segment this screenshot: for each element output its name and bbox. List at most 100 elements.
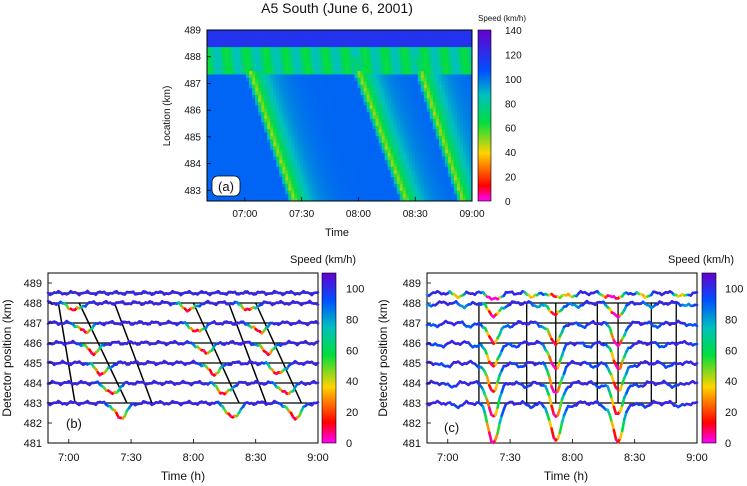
heatmap-cell bbox=[402, 84, 407, 89]
heatmap-cell bbox=[252, 112, 256, 116]
heatmap-cell bbox=[414, 71, 419, 75]
heatmap-cell bbox=[414, 98, 419, 103]
heatmap-cell bbox=[453, 47, 458, 51]
heatmap-cell bbox=[255, 136, 259, 140]
heatmap-cell bbox=[402, 71, 407, 75]
heatmap-cell bbox=[369, 71, 374, 75]
heatmap-cell bbox=[417, 94, 422, 99]
heatmap-cell bbox=[426, 187, 431, 192]
heatmap-cell bbox=[279, 112, 283, 116]
heatmap-cell bbox=[210, 108, 214, 113]
heatmap-cell bbox=[441, 170, 446, 175]
heatmap-cell bbox=[363, 57, 367, 62]
heatmap-cell bbox=[366, 98, 371, 103]
heatmap-cell bbox=[342, 77, 346, 82]
heatmap-cell bbox=[444, 74, 449, 79]
heatmap-cell bbox=[381, 60, 386, 65]
heatmap-cell bbox=[354, 197, 358, 202]
heatmap-cell bbox=[447, 60, 452, 65]
heatmap-cell bbox=[300, 139, 304, 144]
heatmap-cell bbox=[342, 177, 346, 181]
heatmap-cell bbox=[345, 47, 349, 51]
heatmap-cell bbox=[453, 53, 458, 58]
heatmap-cell bbox=[384, 136, 389, 140]
heatmap-cell bbox=[243, 30, 247, 34]
heatmap-cell bbox=[330, 163, 334, 168]
heatmap-cell bbox=[333, 94, 337, 99]
heatmap-cell bbox=[390, 129, 395, 133]
heatmap-cell bbox=[264, 33, 268, 38]
heatmap-cell bbox=[351, 146, 355, 151]
heatmap-cell bbox=[303, 43, 307, 48]
heatmap-cell bbox=[321, 81, 325, 86]
heatmap-cell bbox=[378, 57, 383, 62]
heatmap-cell bbox=[300, 142, 304, 147]
heatmap-cell bbox=[294, 30, 298, 34]
heatmap-cell bbox=[321, 125, 325, 130]
heatmap-cell bbox=[234, 118, 238, 123]
heatmap-cell bbox=[462, 115, 467, 120]
heatmap-cell bbox=[339, 88, 343, 92]
heatmap-cell bbox=[336, 33, 340, 38]
heatmap-cell bbox=[417, 84, 422, 89]
heatmap-cell bbox=[324, 94, 328, 99]
heatmap-cell bbox=[390, 53, 395, 58]
heatmap-cell bbox=[429, 98, 434, 103]
heatmap-cell bbox=[270, 122, 274, 127]
heatmap-cell bbox=[411, 40, 416, 45]
heatmap-cell bbox=[339, 177, 343, 181]
heatmap-cell bbox=[447, 94, 452, 99]
heatmap-cell bbox=[285, 77, 289, 82]
heatmap-cell bbox=[288, 118, 292, 123]
heatmap-cell bbox=[270, 112, 274, 116]
heatmap-cell bbox=[459, 149, 464, 154]
heatmap-cell bbox=[348, 53, 352, 58]
heatmap-cell bbox=[300, 197, 304, 202]
heatmap-cell bbox=[378, 47, 383, 51]
heatmap-cell bbox=[288, 30, 292, 34]
heatmap-cell bbox=[279, 64, 283, 69]
heatmap-cell bbox=[225, 108, 229, 113]
heatmap-cell bbox=[240, 197, 244, 202]
heatmap-cell bbox=[291, 50, 295, 55]
heatmap-cell bbox=[342, 36, 346, 41]
heatmap-cell bbox=[291, 33, 295, 38]
heatmap-cell bbox=[207, 108, 211, 113]
heatmap-cell bbox=[372, 33, 377, 38]
heatmap-cell bbox=[207, 187, 211, 192]
heatmap-cell bbox=[213, 40, 217, 45]
heatmap-cell bbox=[240, 166, 244, 171]
heatmap-cell bbox=[351, 153, 355, 157]
heatmap-cell bbox=[426, 136, 431, 140]
heatmap-cell bbox=[318, 81, 322, 86]
heatmap-cell bbox=[345, 187, 349, 192]
heatmap-cell bbox=[369, 105, 374, 110]
heatmap-cell bbox=[300, 74, 304, 79]
heatmap-cell bbox=[351, 40, 355, 45]
heatmap-cell bbox=[438, 60, 443, 65]
heatmap-cell bbox=[459, 139, 464, 144]
heatmap-cell bbox=[387, 40, 392, 45]
heatmap-cell bbox=[300, 122, 304, 127]
heatmap-cell bbox=[348, 132, 352, 137]
heatmap-cell bbox=[297, 142, 301, 147]
heatmap-cell bbox=[381, 64, 386, 69]
heatmap-cell bbox=[384, 40, 389, 45]
heatmap-cell bbox=[408, 125, 413, 130]
heatmap-cell bbox=[264, 88, 268, 92]
heatmap-cell bbox=[231, 170, 235, 175]
heatmap-cell bbox=[459, 30, 464, 34]
heatmap-cell bbox=[294, 170, 298, 175]
heatmap-cell bbox=[309, 142, 313, 147]
heatmap-cell bbox=[465, 139, 470, 144]
heatmap-cell bbox=[438, 197, 443, 202]
heatmap-cell bbox=[375, 166, 380, 171]
heatmap-cell bbox=[435, 57, 440, 62]
heatmap-cell bbox=[240, 30, 244, 34]
heatmap-cell bbox=[429, 153, 434, 157]
heatmap-cell bbox=[411, 47, 416, 51]
heatmap-cell bbox=[390, 36, 395, 41]
heatmap-cell bbox=[345, 153, 349, 157]
heatmap-cell bbox=[327, 118, 331, 123]
heatmap-cell bbox=[411, 64, 416, 69]
